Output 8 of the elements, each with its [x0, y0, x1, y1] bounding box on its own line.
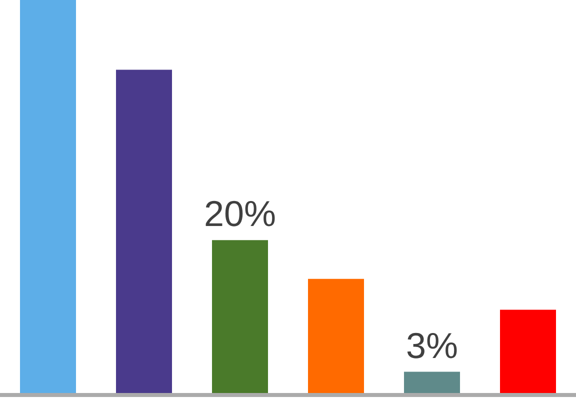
bar	[20, 0, 76, 395]
data-label: 20%	[204, 193, 276, 234]
data-label: 3%	[406, 324, 458, 366]
bar	[212, 240, 268, 395]
bar	[500, 310, 556, 395]
bar	[404, 372, 460, 395]
bar	[116, 70, 172, 395]
bar	[308, 278, 364, 395]
